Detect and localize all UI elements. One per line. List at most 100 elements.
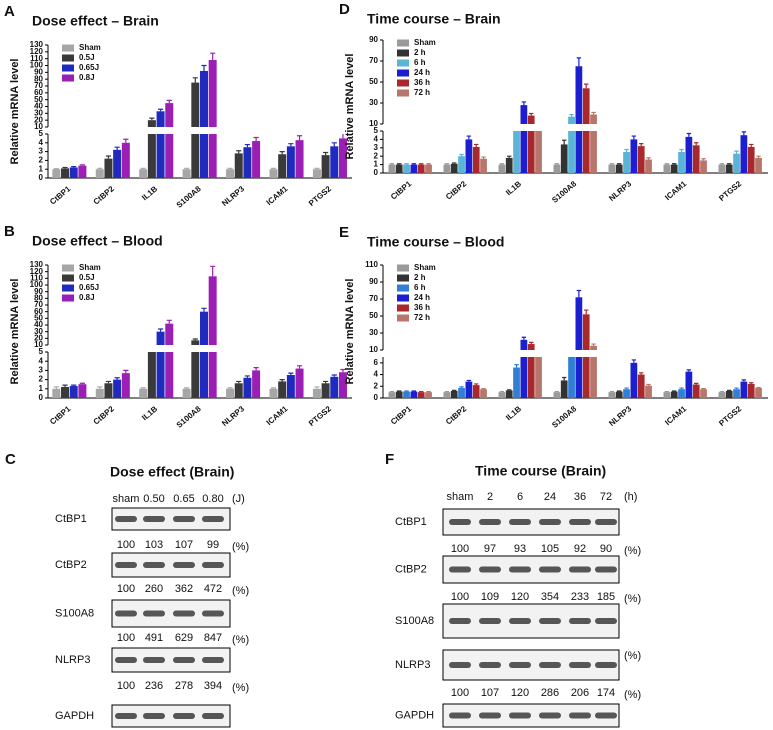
- blot-band: [595, 662, 617, 668]
- x-tick-label: IL1B: [140, 184, 159, 202]
- error-bar: [617, 390, 622, 392]
- x-tick-label: S100A8: [175, 184, 203, 210]
- bar: [191, 340, 200, 345]
- bar: [472, 146, 480, 173]
- x-tick-label: CtBP2: [92, 404, 117, 427]
- bar: [568, 131, 575, 173]
- blot-band: [115, 562, 137, 568]
- panel-label: D: [339, 1, 350, 18]
- error-bar: [741, 379, 747, 382]
- legend-swatch: [62, 44, 74, 52]
- band-value: 109: [481, 591, 499, 603]
- error-bar: [474, 143, 479, 147]
- bar: [740, 381, 748, 398]
- legend-label: 36 h: [414, 303, 430, 312]
- bar: [278, 154, 287, 178]
- x-tick-label: PTGS2: [307, 404, 333, 428]
- error-bar: [686, 132, 692, 137]
- y-tick-label: 0: [374, 168, 379, 177]
- bar: [630, 139, 638, 173]
- x-tick-label: S100A8: [550, 179, 578, 205]
- bar: [465, 381, 473, 398]
- error-bar: [426, 390, 431, 393]
- bar: [670, 164, 678, 173]
- bar: [182, 169, 191, 178]
- lane-label: 0.65: [173, 493, 194, 505]
- bar: [568, 357, 575, 398]
- x-tick-label: PTGS2: [717, 179, 743, 203]
- error-bar: [114, 146, 120, 150]
- y-tick-label: 120: [30, 47, 44, 56]
- error-bar: [609, 390, 615, 393]
- bar: [718, 392, 726, 398]
- error-bar: [149, 324, 154, 333]
- legend-swatch: [62, 74, 74, 82]
- blot-row-label: S100A8: [55, 607, 94, 619]
- chart-title: Dose effect – Brain: [32, 13, 159, 29]
- error-bar: [270, 167, 277, 170]
- error-bar: [734, 387, 739, 390]
- y-tick-label: 90: [369, 277, 378, 286]
- legend-swatch: [397, 294, 409, 302]
- bar: [200, 70, 208, 127]
- error-bar: [694, 382, 699, 385]
- bar: [582, 314, 590, 350]
- error-bar: [253, 367, 259, 371]
- error-bar: [389, 390, 395, 393]
- value-unit: (%): [624, 593, 641, 605]
- blot-band: [539, 618, 561, 624]
- error-bar: [279, 151, 285, 155]
- blot-band: [449, 566, 471, 573]
- bar: [755, 388, 762, 398]
- bar: [608, 392, 616, 398]
- error-bar: [529, 341, 534, 345]
- error-bar: [71, 384, 77, 387]
- blot-band: [509, 519, 531, 525]
- blot-band: [569, 618, 591, 624]
- y-tick-label: 20: [34, 115, 43, 124]
- chart-title: Dose effect – Blood: [32, 233, 163, 249]
- error-bar: [288, 143, 294, 147]
- bar: [156, 134, 165, 178]
- x-tick-label: NLRP3: [607, 404, 633, 428]
- band-value: 100: [117, 583, 135, 595]
- y-axis-label: Relative mRNA level: [9, 59, 21, 165]
- lower-segment: [52, 324, 347, 398]
- bar: [52, 388, 61, 398]
- value-unit: (%): [232, 634, 249, 646]
- lane-unit: (J): [232, 493, 245, 505]
- band-value: 491: [145, 632, 163, 644]
- error-bar: [459, 153, 464, 157]
- bar: [678, 389, 685, 398]
- x-tick-label: NLRP3: [220, 184, 246, 208]
- bar: [575, 357, 583, 398]
- error-bar: [296, 135, 303, 141]
- error-bar: [157, 328, 164, 332]
- bar: [480, 158, 487, 173]
- legend-swatch: [62, 284, 74, 292]
- error-bar: [646, 157, 651, 160]
- bar: [121, 142, 130, 178]
- y-axis-label: Relative mRNA level: [9, 279, 21, 385]
- bar: [560, 380, 568, 398]
- error-bar: [624, 387, 629, 390]
- blot-band: [539, 712, 561, 719]
- blot-band: [479, 519, 501, 525]
- bar: [458, 388, 465, 398]
- band-value: 100: [117, 539, 135, 551]
- bar: [630, 362, 638, 398]
- legend-swatch: [397, 39, 409, 47]
- blot-row-label: GAPDH: [55, 710, 94, 722]
- bar: [338, 372, 347, 398]
- y-tick-label: 5: [374, 126, 379, 135]
- error-bar: [617, 163, 622, 165]
- error-bar: [296, 365, 303, 369]
- y-tick-label: 40: [34, 320, 43, 329]
- y-tick-label: 120: [30, 267, 44, 276]
- bar: [191, 134, 200, 178]
- bar: [182, 388, 191, 398]
- blot-band: [509, 712, 531, 719]
- band-value: 107: [481, 687, 499, 699]
- error-bar: [79, 382, 86, 385]
- legend-swatch: [62, 274, 74, 282]
